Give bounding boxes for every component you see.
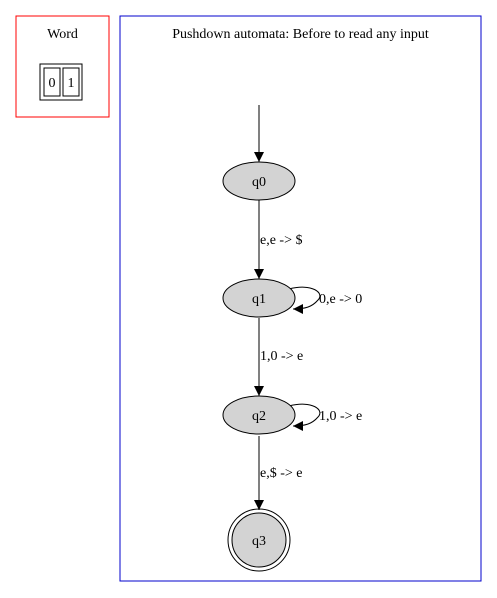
automaton-title: Pushdown automata: Before to read any in… (172, 27, 429, 42)
automaton-panel-border (119, 15, 482, 582)
state-label-q0: q0 (252, 175, 266, 190)
edge-q1-q1 (288, 286, 321, 314)
word-tape-outer (39, 63, 83, 101)
edge-label-q2-q2: 1,0 -> e (319, 409, 362, 424)
word-cell: 1 (62, 67, 80, 97)
word-title: Word (47, 27, 78, 42)
state-q3: q3 (227, 508, 291, 572)
word-panel: Word 0 1 (15, 15, 110, 118)
edge-label-q1-q1: 0,e -> 0 (319, 292, 362, 307)
word-panel-border (15, 15, 110, 118)
state-q2: q2 (222, 395, 296, 435)
edge-label-q1-q2: 1,0 -> e (260, 349, 303, 364)
automaton-panel: Pushdown automata: Before to read any in… (119, 15, 482, 582)
state-label-q2: q2 (252, 409, 266, 424)
word-cell-0: 0 (49, 76, 56, 91)
word-cell: 0 (43, 67, 61, 97)
state-q0: q0 (222, 161, 296, 201)
edge-q2-q2 (288, 403, 321, 431)
state-q1: q1 (222, 278, 296, 318)
state-label-q3: q3 (252, 534, 266, 549)
state-q3-outer-ring (227, 508, 291, 572)
word-cell-1: 1 (68, 76, 75, 91)
state-label-q1: q1 (252, 292, 266, 307)
edge-label-q0-q1: e,e -> $ (260, 233, 303, 248)
edge-label-q2-q3: e,$ -> e (260, 466, 303, 481)
